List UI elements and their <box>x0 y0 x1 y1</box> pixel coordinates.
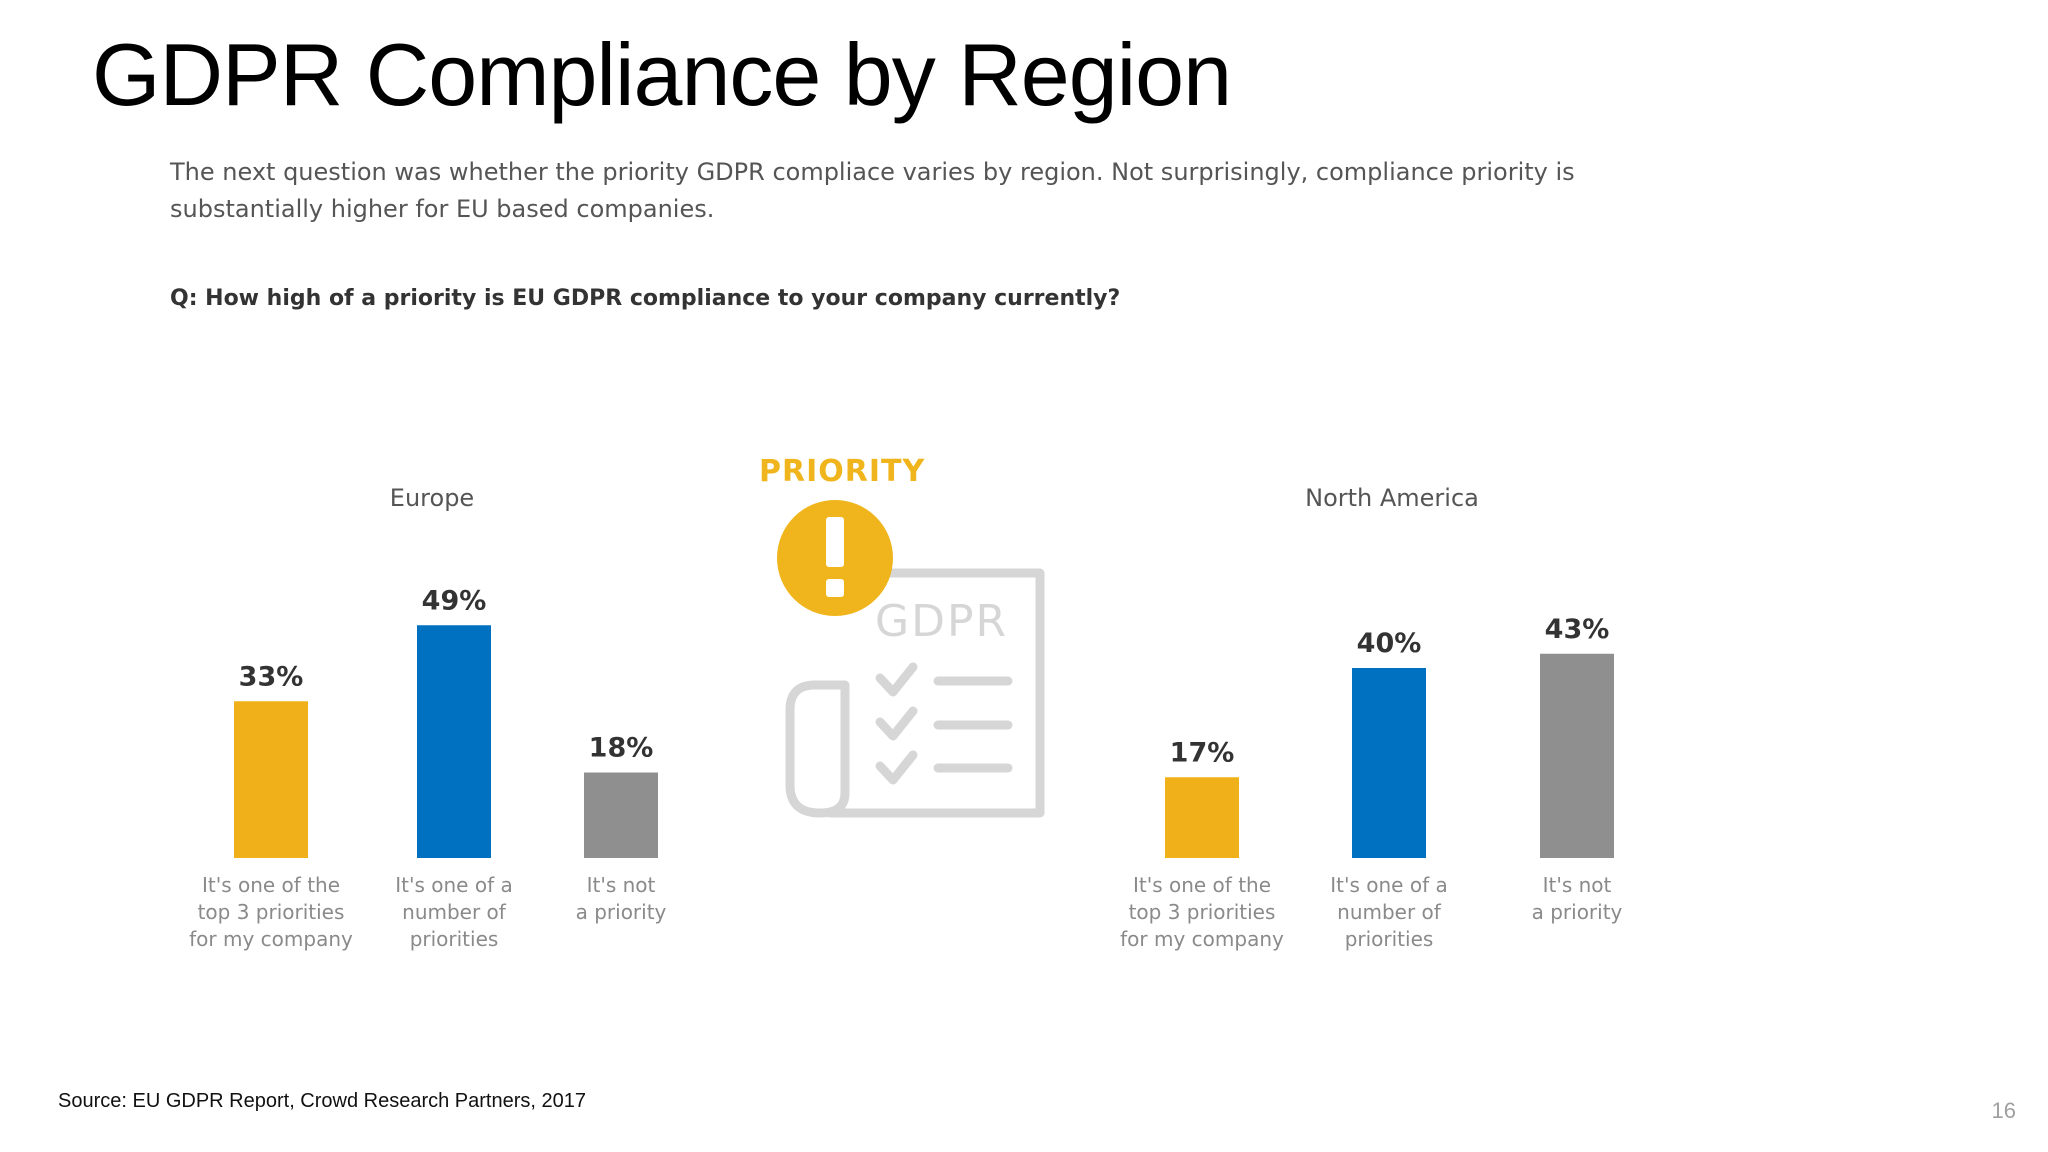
bar <box>1540 653 1614 858</box>
document-icon <box>785 568 1045 818</box>
category-label: a priority <box>576 900 667 924</box>
chart-title: Europe <box>390 484 474 512</box>
data-label: 40% <box>1357 628 1422 659</box>
category-label: priorities <box>1345 927 1434 951</box>
data-label: 49% <box>422 585 487 616</box>
category-label: It's one of a <box>1330 873 1447 897</box>
gdpr-document-illustration <box>777 500 1045 818</box>
category-label: for my company <box>189 927 353 951</box>
priority-label: PRIORITY <box>759 454 926 489</box>
exclamation-icon <box>777 500 893 616</box>
category-label: It's one of a <box>395 873 512 897</box>
bar <box>1352 668 1426 858</box>
category-label: It's not <box>1543 873 1612 897</box>
bar <box>417 625 491 858</box>
category-label: top 3 priorities <box>1129 900 1276 924</box>
category-label: number of <box>1337 900 1442 924</box>
category-label: It's not <box>587 873 656 897</box>
category-label: It's one of the <box>1133 873 1271 897</box>
checkmark-icon <box>875 662 1013 785</box>
category-label: top 3 priorities <box>198 900 345 924</box>
page-number: 16 <box>1991 1098 2016 1123</box>
category-label: It's one of the <box>202 873 340 897</box>
category-label: for my company <box>1120 927 1284 951</box>
category-label: priorities <box>410 927 499 951</box>
chart-title: North America <box>1305 484 1479 512</box>
data-label: 33% <box>239 661 304 692</box>
category-label: a priority <box>1532 900 1623 924</box>
category-label: number of <box>402 900 507 924</box>
survey-question: Q: How high of a priority is EU GDPR com… <box>170 286 1121 311</box>
source-citation: Source: EU GDPR Report, Crowd Research P… <box>58 1090 586 1112</box>
data-label: 17% <box>1170 737 1235 768</box>
bar <box>584 772 658 858</box>
bar <box>234 701 308 858</box>
gdpr-document-text: GDPR <box>875 596 1009 647</box>
intro-text: The next question was whether the priori… <box>170 158 1575 223</box>
data-label: 18% <box>589 733 654 764</box>
data-label: 43% <box>1545 614 1610 645</box>
bar <box>1165 777 1239 858</box>
slide-title: GDPR Compliance by Region <box>92 25 1232 124</box>
